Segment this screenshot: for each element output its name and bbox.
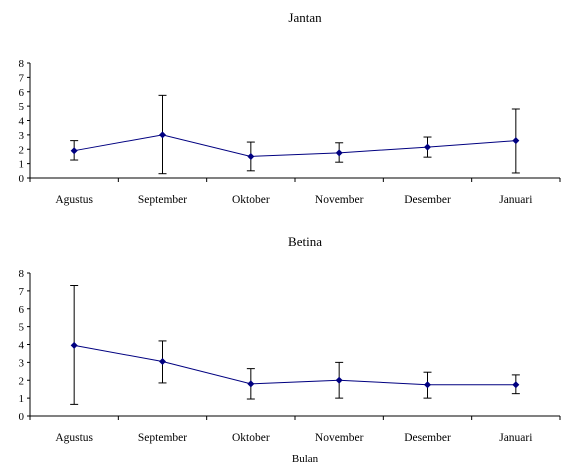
x-tick-label: Agustus: [55, 432, 93, 444]
data-point-marker: [159, 131, 166, 139]
data-point-marker: [512, 137, 520, 145]
chart-jantan: Jantan 0 1 2 3 4 5 6 7 8 Agustus September Oktober No…: [19, 10, 561, 206]
y-tick-label: 2: [19, 144, 25, 156]
y-tick-label: 7: [19, 286, 25, 298]
data-point-marker: [424, 143, 431, 151]
y-tick-label: 4: [19, 340, 25, 352]
y-tick-label: 2: [19, 375, 25, 387]
y-tick-label: 8: [19, 268, 25, 280]
data-point-marker: [512, 381, 520, 389]
x-tick-label: September: [138, 194, 187, 206]
x-tick-label: November: [315, 432, 364, 444]
y-tick-label: 1: [19, 393, 25, 405]
series-line: [74, 134, 516, 157]
y-tick-label: 7: [19, 72, 25, 84]
data-point-marker: [247, 380, 255, 388]
x-tick-label: Oktober: [232, 194, 270, 206]
y-tick-label: 6: [19, 87, 25, 99]
chart-title: Betina: [288, 234, 322, 249]
x-tick-label: Agustus: [55, 194, 93, 206]
data-point-marker: [70, 341, 78, 349]
x-tick-label: Desember: [404, 194, 451, 206]
data-point-marker: [424, 381, 431, 389]
y-tick-label: 1: [19, 159, 25, 171]
chart-title: Jantan: [288, 10, 322, 25]
y-tick-label: 3: [19, 357, 25, 369]
chart-betina: Betina 0 1 2 3 4 5 6 7 8 Agustus September Oktober No…: [19, 234, 561, 465]
y-tick-label: 3: [19, 130, 25, 142]
x-tick-label: November: [315, 194, 364, 206]
y-tick-label: 0: [19, 173, 25, 185]
data-point-marker: [335, 149, 343, 157]
x-tick-label: Januari: [499, 194, 532, 206]
y-tick-label: 6: [19, 304, 25, 316]
y-tick-label: 5: [19, 322, 25, 334]
x-tick-label: Oktober: [232, 432, 270, 444]
x-axis-label: Bulan: [292, 453, 319, 465]
y-tick-label: 8: [19, 58, 25, 70]
data-point-marker: [159, 357, 166, 365]
data-point-marker: [70, 147, 78, 155]
y-tick-label: 4: [19, 116, 25, 128]
data-point-marker: [335, 376, 343, 384]
y-tick-label: 0: [19, 411, 25, 423]
data-point-marker: [247, 152, 255, 160]
series-line: [74, 344, 516, 386]
y-tick-label: 5: [19, 101, 25, 113]
x-tick-label: September: [138, 432, 187, 444]
x-tick-label: Desember: [404, 432, 451, 444]
x-tick-label: Januari: [499, 432, 532, 444]
